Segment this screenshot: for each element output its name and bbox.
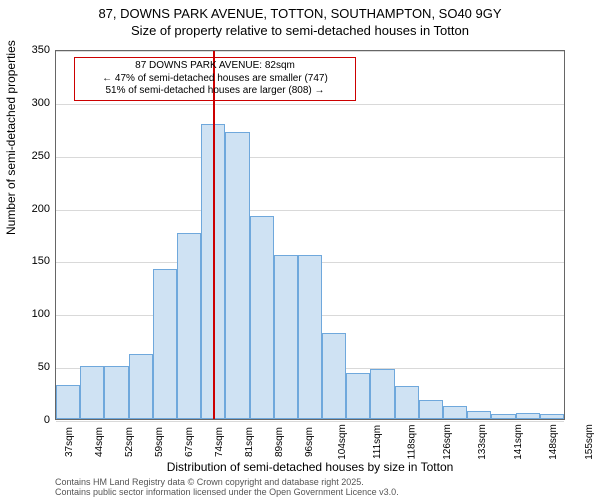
annotation-line2: ← 47% of semi-detached houses are smalle…	[79, 73, 351, 86]
x-tick: 133sqm	[463, 424, 503, 460]
histogram-bar	[467, 411, 491, 419]
histogram-bar	[540, 414, 564, 419]
y-tick: 150	[20, 255, 50, 267]
y-tick: 50	[20, 361, 50, 373]
histogram-bar	[491, 414, 515, 419]
footer-line2: Contains public sector information licen…	[55, 488, 399, 498]
y-tick: 250	[20, 150, 50, 162]
histogram-bar	[274, 255, 298, 419]
x-tick: 141sqm	[499, 424, 539, 460]
plot-area: 87 DOWNS PARK AVENUE: 82sqm ← 47% of sem…	[55, 50, 565, 420]
bars-group	[56, 51, 564, 419]
y-tick: 300	[20, 97, 50, 109]
x-ticks: 37sqm44sqm52sqm59sqm67sqm74sqm81sqm89sqm…	[55, 422, 565, 462]
annotation-box: 87 DOWNS PARK AVENUE: 82sqm ← 47% of sem…	[74, 57, 356, 101]
y-tick: 350	[20, 44, 50, 56]
annotation-line3: 51% of semi-detached houses are larger (…	[79, 85, 351, 98]
x-tick: 104sqm	[323, 424, 363, 460]
marker-line	[213, 51, 215, 419]
histogram-bar	[250, 216, 274, 419]
histogram-bar	[298, 255, 322, 419]
chart-container: 87, DOWNS PARK AVENUE, TOTTON, SOUTHAMPT…	[0, 0, 600, 500]
histogram-bar	[104, 366, 128, 419]
y-axis-label: Number of semi-detached properties	[4, 40, 18, 235]
histogram-bar	[370, 369, 394, 419]
x-tick: 155sqm	[570, 424, 600, 460]
histogram-bar	[322, 333, 346, 419]
footer: Contains HM Land Registry data © Crown c…	[55, 478, 399, 498]
histogram-bar	[419, 400, 443, 419]
x-tick: 118sqm	[392, 425, 432, 460]
y-tick: 200	[20, 203, 50, 215]
histogram-bar	[80, 366, 104, 419]
title-line1: 87, DOWNS PARK AVENUE, TOTTON, SOUTHAMPT…	[0, 6, 600, 23]
histogram-bar	[516, 413, 540, 419]
title-line2: Size of property relative to semi-detach…	[0, 23, 600, 40]
annotation-line1: 87 DOWNS PARK AVENUE: 82sqm	[79, 60, 351, 73]
histogram-bar	[177, 233, 201, 419]
x-tick: 126sqm	[427, 424, 467, 460]
histogram-bar	[129, 354, 153, 419]
histogram-bar	[56, 385, 80, 419]
x-axis-label: Distribution of semi-detached houses by …	[55, 460, 565, 474]
y-ticks: 050100150200250300350	[20, 50, 50, 420]
chart-title: 87, DOWNS PARK AVENUE, TOTTON, SOUTHAMPT…	[0, 0, 600, 40]
histogram-bar	[225, 132, 249, 419]
histogram-bar	[443, 406, 467, 419]
y-tick: 0	[20, 414, 50, 426]
histogram-bar	[153, 269, 177, 419]
histogram-bar	[395, 386, 419, 419]
y-tick: 100	[20, 308, 50, 320]
histogram-bar	[346, 373, 370, 419]
x-tick: 148sqm	[534, 424, 574, 460]
